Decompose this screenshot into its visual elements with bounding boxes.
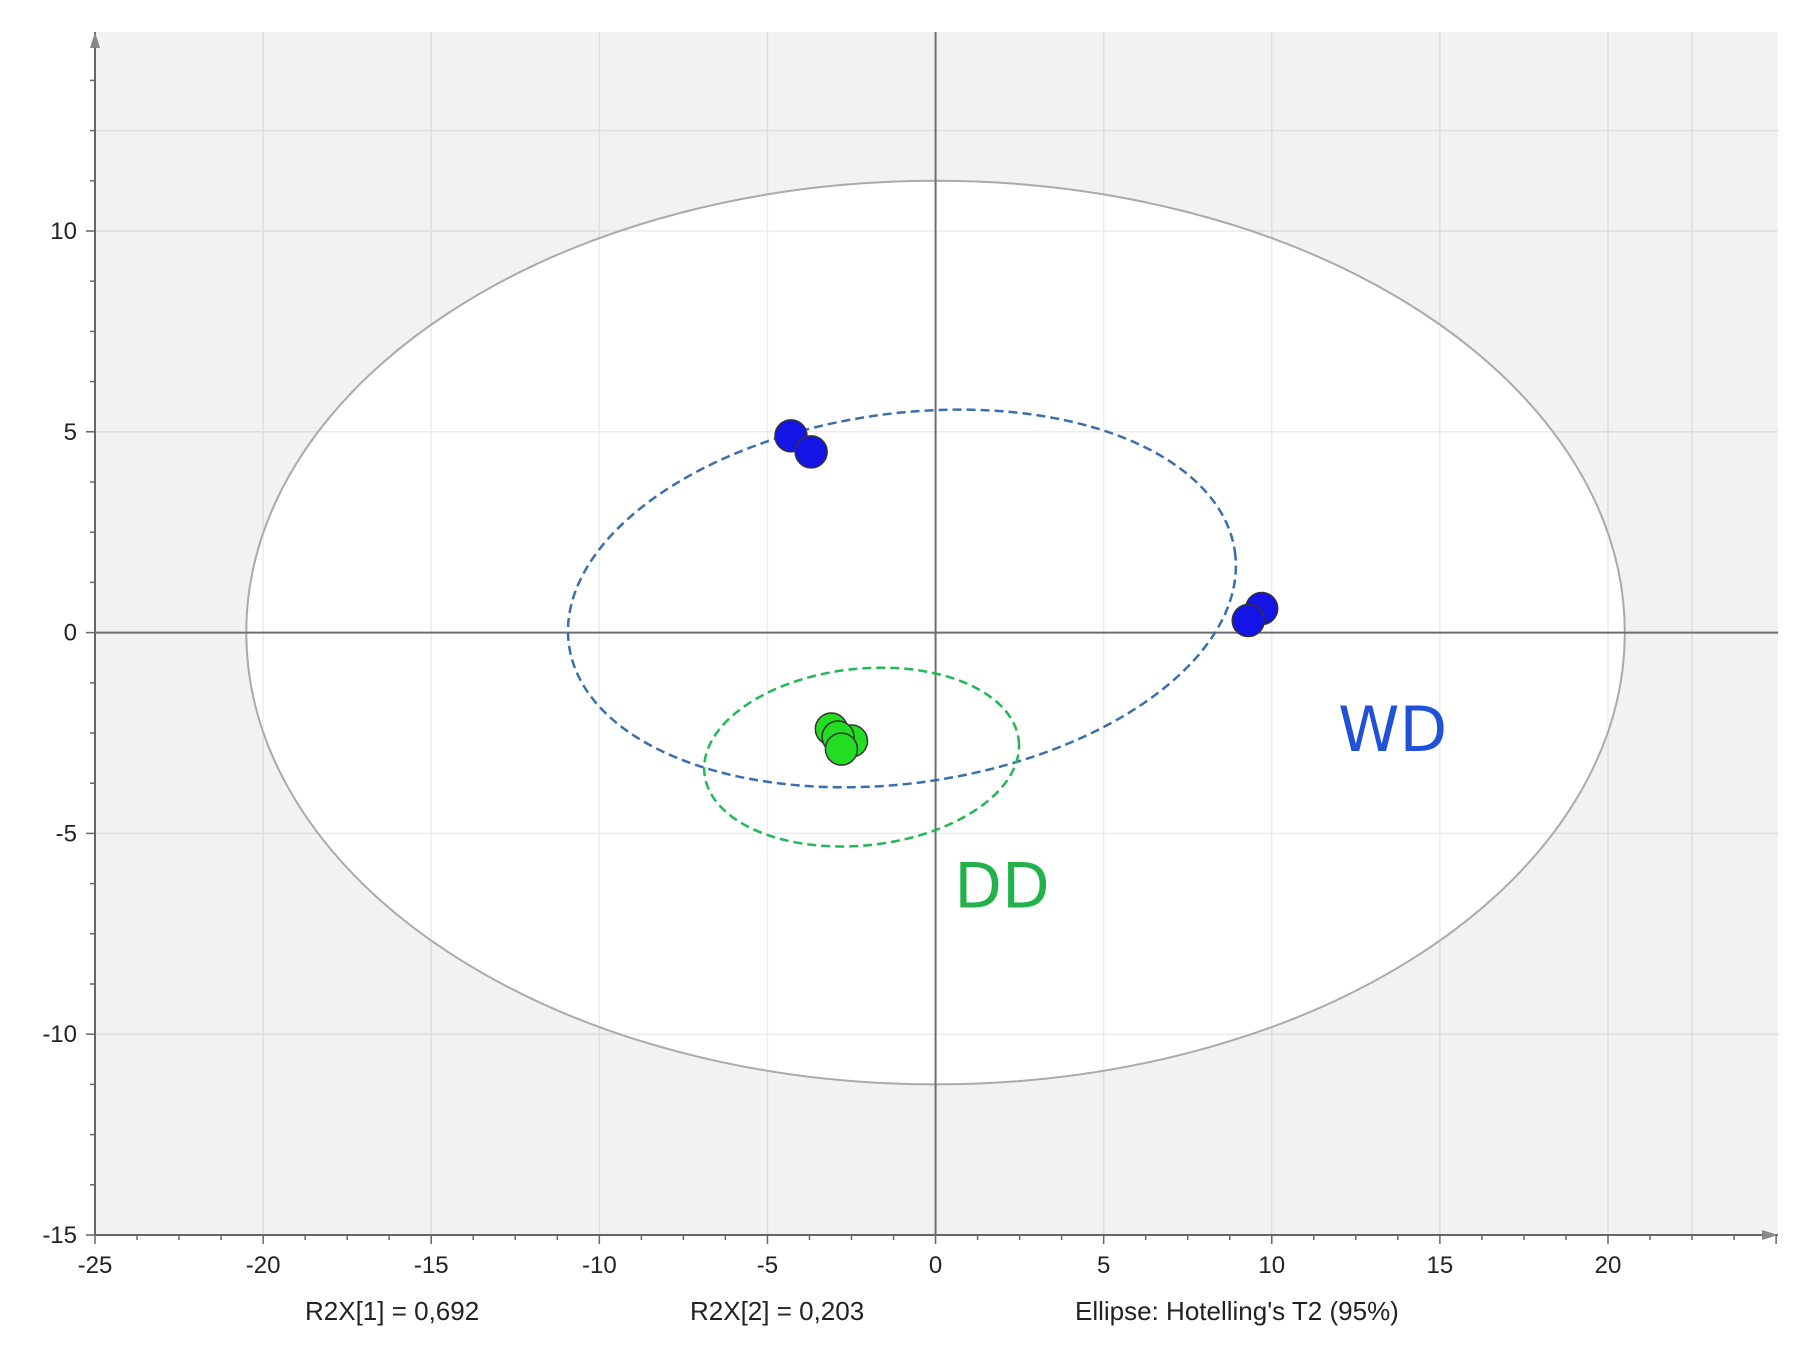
axis-layer xyxy=(86,32,1778,1244)
x-tick-label: 5 xyxy=(1097,1252,1110,1279)
y-axis-arrow xyxy=(90,32,100,48)
ellipse-note-label: Ellipse: Hotelling's T2 (95%) xyxy=(1075,1296,1399,1326)
x-tick-label: -5 xyxy=(757,1252,778,1279)
point-wd-4 xyxy=(1231,603,1265,638)
points-layer xyxy=(774,419,1279,766)
y-tick-label: -10 xyxy=(42,1021,77,1048)
group-label-dd: DD xyxy=(954,850,1049,923)
x-tick-label: -20 xyxy=(246,1252,281,1279)
x-axis-arrow xyxy=(1762,1230,1778,1240)
x-tick-label: 20 xyxy=(1595,1252,1622,1279)
x-tick-label: 10 xyxy=(1258,1252,1285,1279)
group-ellipse-layer xyxy=(566,408,1238,848)
y-tick-label: -15 xyxy=(42,1222,77,1249)
y-tick-label: 10 xyxy=(50,218,77,245)
x-tick-label: 15 xyxy=(1427,1252,1454,1279)
x-tick-label: 0 xyxy=(929,1252,942,1279)
r2x1-label: R2X[1] = 0,692 xyxy=(305,1296,479,1326)
point-wd-2 xyxy=(794,435,828,469)
point-dd-4 xyxy=(824,732,859,766)
x-tick-label: -25 xyxy=(78,1252,113,1279)
r2x2-label: R2X[2] = 0,203 xyxy=(690,1296,864,1326)
x-tick-label: -10 xyxy=(582,1252,617,1279)
group-ellipse-dd xyxy=(702,666,1021,848)
y-tick-label: 5 xyxy=(64,419,77,446)
group-label-wd: WD xyxy=(1338,693,1447,766)
tick-layer: -25 -20 -15 -10 -5 0 5 10 15 20 -15 -10 -5 0 5 10 xyxy=(42,218,1621,1279)
y-tick-label: 0 xyxy=(64,620,77,647)
y-tick-label: -5 xyxy=(56,820,77,847)
x-tick-label: -15 xyxy=(414,1252,449,1279)
group-ellipse-wd xyxy=(566,408,1238,789)
